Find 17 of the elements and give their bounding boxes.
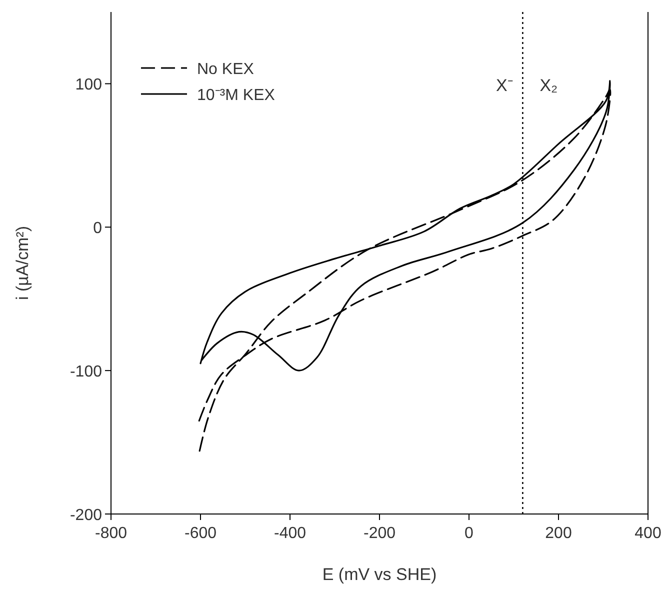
annotation: X₂ — [540, 76, 558, 95]
y-axis-title: i (µA/cm²) — [13, 226, 32, 300]
x-tick-label: -600 — [184, 525, 217, 542]
legend-label: 10⁻³M KEX — [197, 87, 276, 104]
x-tick-label: -400 — [274, 525, 306, 542]
y-tick-label: -100 — [70, 364, 102, 381]
y-tick-label: -200 — [70, 507, 102, 524]
x-tick-label: -200 — [363, 525, 396, 542]
x-tick-label: 400 — [634, 525, 662, 542]
y-tick-label: 0 — [93, 220, 102, 238]
x-tick-label: 200 — [545, 525, 572, 542]
annotation: X⁻ — [496, 76, 514, 95]
x-tick-label: 0 — [464, 525, 474, 542]
x-tick-label: -800 — [94, 525, 128, 542]
x-axis-title: E (mV vs SHE) — [322, 565, 437, 584]
y-tick-label: 100 — [75, 76, 102, 94]
legend-label: No KEX — [197, 61, 254, 78]
